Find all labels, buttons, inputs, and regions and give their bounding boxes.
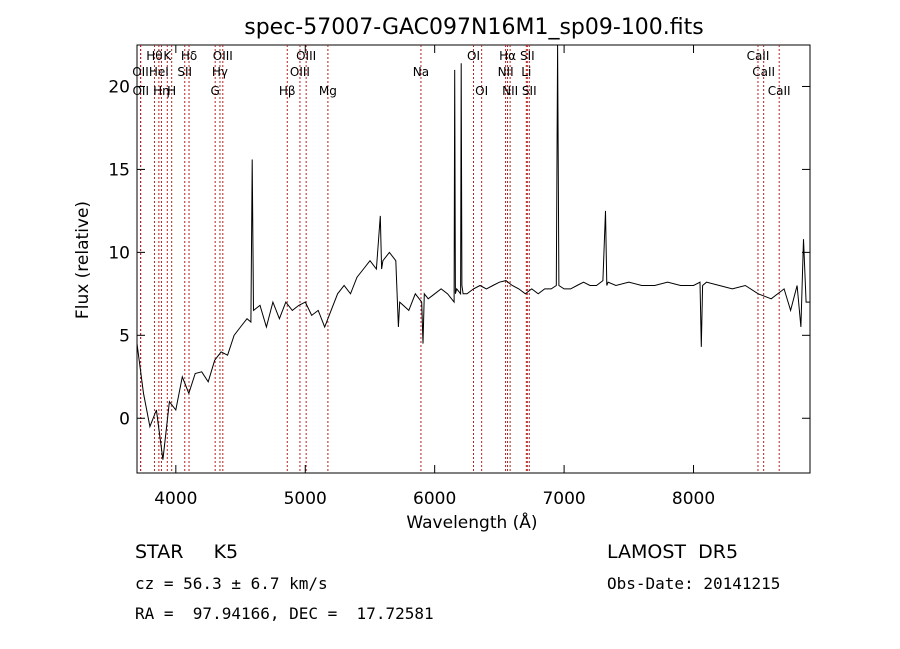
line-label-13: OIII xyxy=(290,65,310,79)
y-axis-label: Flux (relative) xyxy=(73,201,93,319)
x-tick-label-3: 7000 xyxy=(542,489,585,509)
line-label-6: H xyxy=(167,84,176,98)
line-label-1: Hη xyxy=(153,84,170,98)
line-label-2: OII xyxy=(132,65,149,79)
redshift-label: cz = 56.3 ± 6.7 km/s xyxy=(135,574,328,593)
spectrum-line xyxy=(136,44,810,460)
chart-title: spec-57007-GAC097N16M1_sp09-100.fits xyxy=(244,15,704,40)
line-label-23: SII xyxy=(520,49,535,63)
survey-label: LAMOST DR5 xyxy=(607,541,739,563)
x-tick-label-0: 4000 xyxy=(154,489,197,509)
line-label-8: Hδ xyxy=(181,49,197,63)
line-label-3: OII xyxy=(132,84,149,98)
x-tick-label-4: 8000 xyxy=(672,489,715,509)
x-tick-label-1: 5000 xyxy=(284,489,327,509)
line-label-22: Li xyxy=(521,65,531,79)
coordinates-label: RA = 97.94166, DEC = 17.72581 xyxy=(135,604,434,623)
y-axis-ticks: 0 5 10 15 20 xyxy=(108,77,810,429)
line-label-24: SII xyxy=(522,84,537,98)
line-label-17: OI xyxy=(467,49,480,63)
y-tick-label-1: 5 xyxy=(119,326,130,346)
spectral-line-markers xyxy=(139,45,780,473)
line-label-5: K xyxy=(163,49,172,63)
line-label-20: Hα xyxy=(499,49,516,63)
line-label-12: Hβ xyxy=(279,84,296,98)
line-label-4: HeI xyxy=(149,65,169,79)
line-label-15: Mg xyxy=(319,84,337,98)
y-tick-label-3: 15 xyxy=(108,160,130,180)
line-label-21: NII xyxy=(502,84,518,98)
y-tick-label-2: 10 xyxy=(108,243,130,263)
line-label-18: OI xyxy=(475,84,488,98)
line-label-19: NII xyxy=(498,65,514,79)
y-tick-label-4: 20 xyxy=(108,77,130,97)
obs-date-label: Obs-Date: 20141215 xyxy=(607,574,781,593)
line-label-27: CaII xyxy=(768,84,791,98)
line-label-16: Na xyxy=(413,65,429,79)
line-label-26: CaII xyxy=(752,65,775,79)
line-label-11: OIII xyxy=(213,49,233,63)
line-label-0: Hθ xyxy=(146,49,162,63)
spectral-line-labels: HθHηOIIOIIHeIKHSIIHδGHγOIIIHβOIIIOIIIMgN… xyxy=(132,49,790,98)
x-tick-label-2: 6000 xyxy=(413,489,456,509)
x-axis-ticks: 4000 5000 6000 7000 8000 xyxy=(154,45,715,509)
line-label-9: G xyxy=(211,84,220,98)
line-label-14: OIII xyxy=(296,49,316,63)
classification-label: STAR K5 xyxy=(135,541,239,563)
line-label-10: Hγ xyxy=(212,65,228,79)
line-label-25: CaII xyxy=(747,49,770,63)
line-label-7: SII xyxy=(177,65,192,79)
x-axis-label: Wavelength (Å) xyxy=(406,511,537,533)
y-tick-label-0: 0 xyxy=(119,409,130,429)
